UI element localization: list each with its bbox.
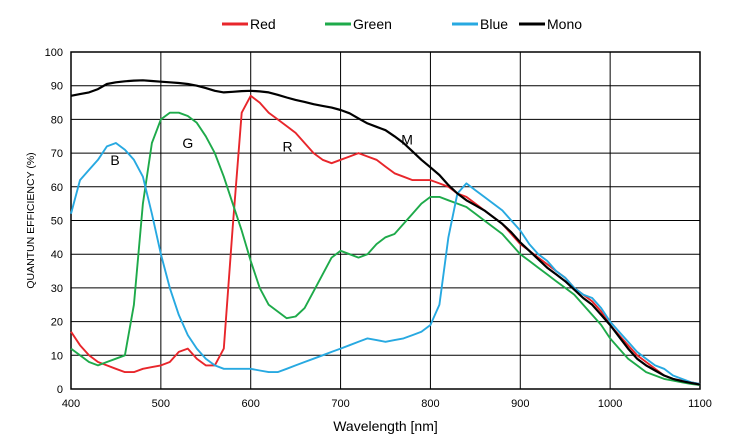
legend-label-blue: Blue xyxy=(480,16,508,32)
annotations: B G R M xyxy=(110,132,413,168)
y-tick-label: 100 xyxy=(45,47,63,59)
x-tick-label: 1000 xyxy=(598,398,622,410)
series-lines xyxy=(70,79,701,386)
y-tick-label: 40 xyxy=(51,249,63,261)
y-tick-label: 80 xyxy=(51,114,63,126)
annotation-m: M xyxy=(401,132,413,148)
x-tick-label: 900 xyxy=(511,398,529,410)
y-tick-label: 20 xyxy=(51,317,63,329)
series-line-mono xyxy=(70,79,701,386)
y-tick-label: 70 xyxy=(51,148,63,160)
x-tick-label: 800 xyxy=(421,398,439,410)
y-tick-label: 50 xyxy=(51,216,63,228)
legend-label-red: Red xyxy=(250,16,276,32)
y-tick-label: 90 xyxy=(51,81,63,93)
series-line-green xyxy=(70,111,701,386)
x-tick-label: 500 xyxy=(152,398,170,410)
y-tick-label: 60 xyxy=(51,182,63,194)
annotation-r: R xyxy=(282,138,292,154)
x-tick-label: 600 xyxy=(242,398,260,410)
x-axis-title: Wavelength [nm] xyxy=(333,418,438,434)
legend: Red Green Blue Mono xyxy=(222,16,582,32)
y-tick-label: 10 xyxy=(51,350,63,362)
x-tick-label: 700 xyxy=(331,398,349,410)
grid xyxy=(70,51,701,390)
y-axis-title: QUANTUN EFFICIENCY (%) xyxy=(25,152,37,288)
annotation-g: G xyxy=(182,135,193,151)
legend-label-mono: Mono xyxy=(547,16,582,32)
annotation-b: B xyxy=(110,152,119,168)
x-tick-labels: 400 500 600 700 800 900 1000 1100 xyxy=(62,398,712,410)
x-tick-label: 400 xyxy=(62,398,80,410)
series-line-red xyxy=(70,94,701,385)
legend-label-green: Green xyxy=(353,16,392,32)
y-tick-label: 30 xyxy=(51,283,63,295)
y-tick-labels: 0 10 20 30 40 50 60 70 80 90 100 xyxy=(45,47,63,396)
series-line-blue xyxy=(70,142,701,385)
y-tick-label: 0 xyxy=(57,384,63,396)
x-tick-label: 1100 xyxy=(688,398,712,410)
